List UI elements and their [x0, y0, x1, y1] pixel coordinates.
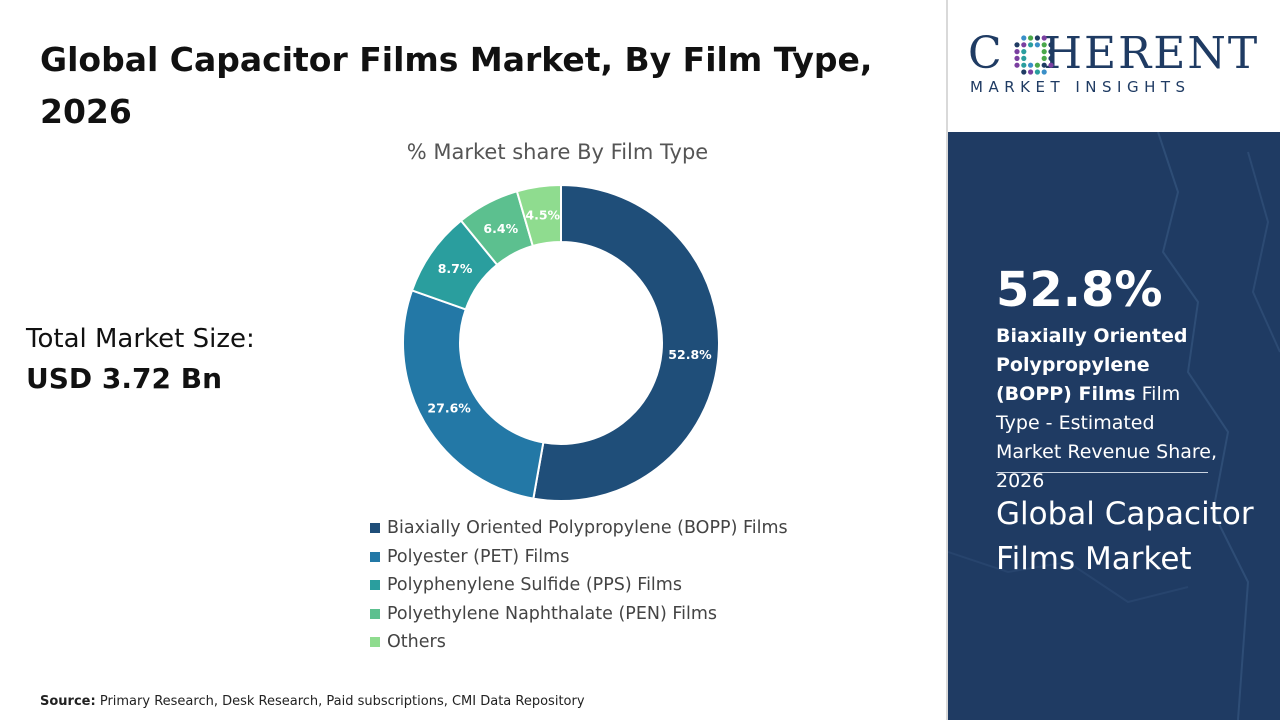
logo-dot: [1021, 42, 1027, 48]
donut-chart: 52.8% 27.6% 8.7% 6.4% 4.5%: [402, 183, 720, 502]
sidebar: C HERENT MARKET INSIGHTS 52.8% Biaxially …: [948, 0, 1280, 720]
logo-dot: [1041, 69, 1047, 75]
logo-dot-matrix-icon: [1014, 35, 1054, 75]
logo-dot: [1048, 42, 1054, 48]
kpi-description: Biaxially Oriented Polypropylene (BOPP) …: [996, 322, 1224, 496]
total-market-value: USD 3.72 Bn: [26, 362, 222, 395]
source-note: Source: Primary Research, Desk Research,…: [40, 694, 585, 709]
legend-item: Polyester (PET) Films: [370, 543, 788, 572]
divider: [996, 472, 1208, 473]
logo-dot: [1041, 35, 1047, 41]
map-background-graphic: [948, 132, 1280, 720]
logo-wordmark: C HERENT: [968, 28, 1260, 79]
legend-label: Polyester (PET) Films: [387, 546, 570, 567]
logo-dot: [1034, 69, 1040, 75]
logo-dot: [1041, 42, 1047, 48]
source-label: Source:: [40, 694, 96, 709]
donut-slice: [515, 183, 562, 248]
logo-dot: [1034, 42, 1040, 48]
logo-dot: [1028, 69, 1034, 75]
slice-data-label: 8.7%: [438, 261, 473, 276]
legend-item: Polyethylene Naphthalate (PEN) Films: [370, 600, 788, 629]
logo-dot: [1014, 42, 1020, 48]
logo-dot: [1014, 62, 1020, 68]
legend-item: Polyphenylene Sulfide (PPS) Films: [370, 571, 788, 600]
logo-dot: [1034, 35, 1040, 41]
panel-title: Global Capacitor Films Market: [996, 496, 1254, 577]
logo-dot: [1048, 62, 1054, 68]
chart-title: % Market share By Film Type: [406, 140, 709, 164]
logo-dot: [1048, 55, 1054, 61]
chart-section: Global Capacitor Films Market, By Film T…: [26, 0, 948, 720]
chart-legend: Biaxially Oriented Polypropylene (BOPP) …: [370, 514, 788, 657]
logo-dot: [1021, 35, 1027, 41]
kpi-segment: Biaxially Oriented Polypropylene (BOPP) …: [996, 325, 1188, 405]
legend-label: Polyphenylene Sulfide (PPS) Films: [387, 575, 682, 596]
logo-dot: [1048, 49, 1054, 55]
kpi-value: 52.8%: [996, 262, 1163, 318]
logo-dot: [1021, 55, 1027, 61]
page-title: Global Capacitor Films Market, By Film T…: [40, 40, 873, 131]
logo-dot: [1034, 62, 1040, 68]
legend-label: Biaxially Oriented Polypropylene (BOPP) …: [387, 518, 788, 539]
legend-label: Others: [387, 632, 446, 653]
logo-tagline: MARKET INSIGHTS: [970, 78, 1191, 96]
legend-swatch: [370, 637, 380, 648]
logo-dot: [1021, 62, 1027, 68]
kpi-caption: Film Type - Estimated Market Revenue Sha…: [996, 383, 1218, 492]
logo-dot: [1014, 49, 1020, 55]
legend-item: Others: [370, 628, 788, 657]
slice-data-label: 27.6%: [427, 401, 471, 416]
legend-swatch: [370, 608, 380, 619]
logo-dot: [1028, 62, 1034, 68]
logo-dot: [1028, 42, 1034, 48]
legend-swatch: [370, 523, 380, 534]
legend-swatch: [370, 580, 380, 591]
legend-swatch: [370, 551, 380, 562]
slice-data-label: 6.4%: [483, 221, 518, 236]
legend-item: Biaxially Oriented Polypropylene (BOPP) …: [370, 514, 788, 543]
logo-dot: [1041, 49, 1047, 55]
slice-data-label: 52.8%: [668, 347, 712, 362]
logo-dot: [1014, 55, 1020, 61]
logo-dot: [1021, 69, 1027, 75]
total-market-label: Total Market Size:: [26, 324, 255, 354]
logo-dot: [1028, 35, 1034, 41]
slice-data-label: 4.5%: [525, 207, 560, 222]
logo-dot: [1041, 62, 1047, 68]
donut-slice: [532, 183, 720, 502]
donut-slice: [402, 289, 545, 500]
legend-label: Polyethylene Naphthalate (PEN) Films: [387, 603, 718, 624]
highlight-panel: 52.8% Biaxially Oriented Polypropylene (…: [948, 132, 1280, 720]
logo-dot: [1041, 55, 1047, 61]
logo-dot: [1021, 49, 1027, 55]
source-text: Primary Research, Desk Research, Paid su…: [99, 694, 585, 709]
logo: C HERENT MARKET INSIGHTS: [948, 0, 1280, 132]
